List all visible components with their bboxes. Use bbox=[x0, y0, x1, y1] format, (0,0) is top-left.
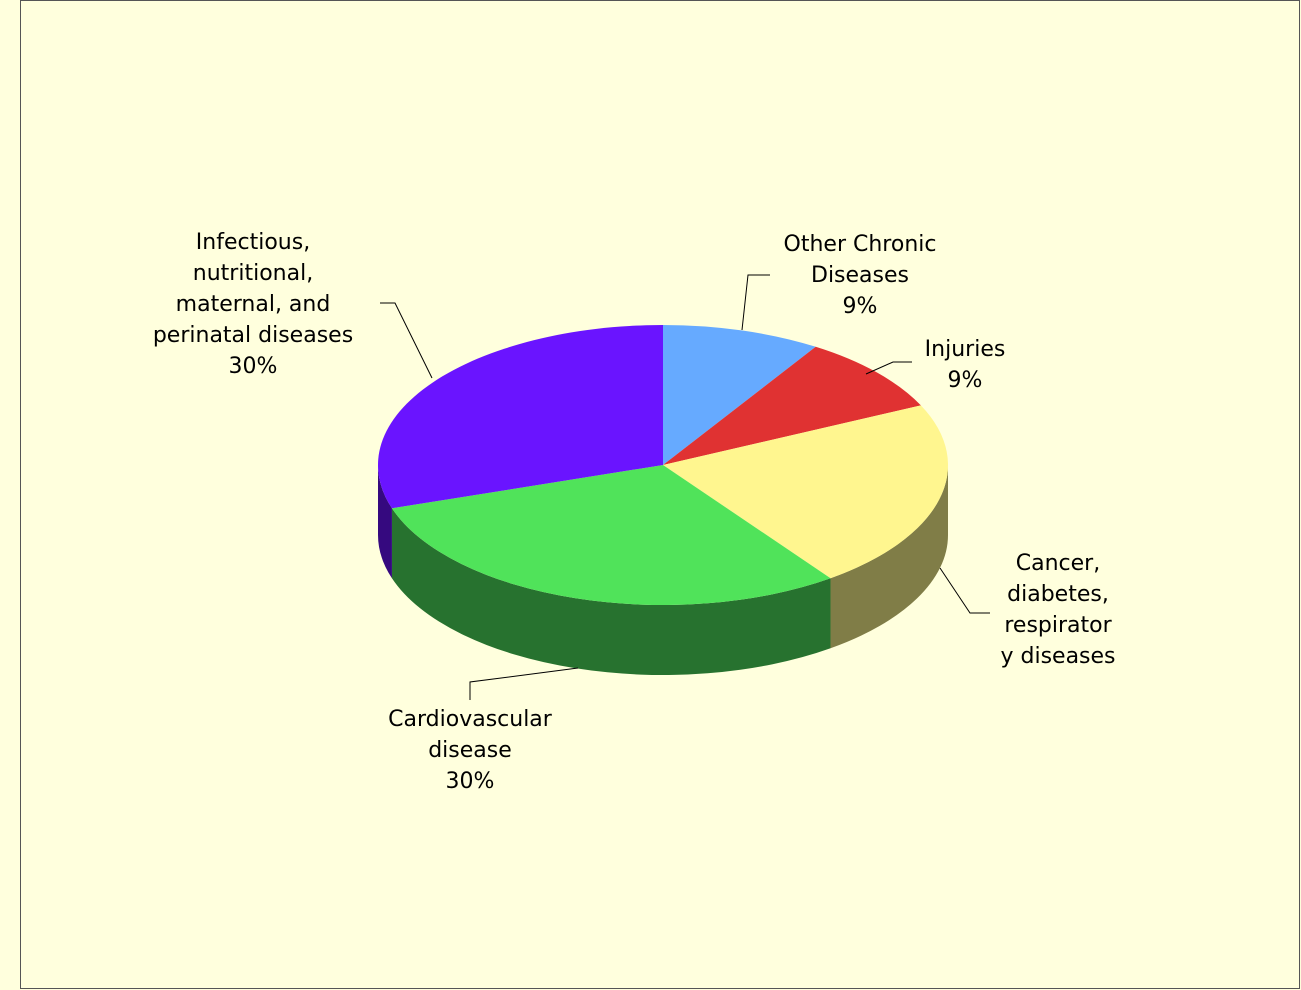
slice bbox=[391, 465, 831, 605]
slice-label: Injuries bbox=[924, 337, 1006, 362]
leader-line bbox=[865, 361, 912, 375]
slice-label: Other Chronic Diseases bbox=[783, 232, 937, 288]
leader-line bbox=[469, 667, 579, 700]
slice-side bbox=[830, 465, 948, 649]
slice bbox=[663, 325, 816, 465]
leader-line bbox=[741, 274, 770, 331]
slice-value-label: 9% bbox=[842, 294, 878, 319]
slice-side bbox=[391, 508, 831, 675]
slice-label: Infectious, nutritional, maternal, and p… bbox=[152, 230, 354, 348]
slice-side bbox=[378, 465, 392, 579]
slice-value-label: 30% bbox=[228, 354, 278, 379]
slice bbox=[663, 346, 921, 465]
slice-label: Cancer, diabetes, respirator y diseases bbox=[1000, 551, 1116, 669]
slice-label: Cardiovascular disease bbox=[388, 707, 552, 763]
slice bbox=[377, 325, 663, 509]
slice-value-label: 30% bbox=[445, 769, 495, 794]
leader-line bbox=[380, 302, 433, 379]
leader-line bbox=[939, 567, 990, 614]
slice-value-label: 9% bbox=[947, 368, 983, 393]
slice bbox=[663, 405, 948, 579]
